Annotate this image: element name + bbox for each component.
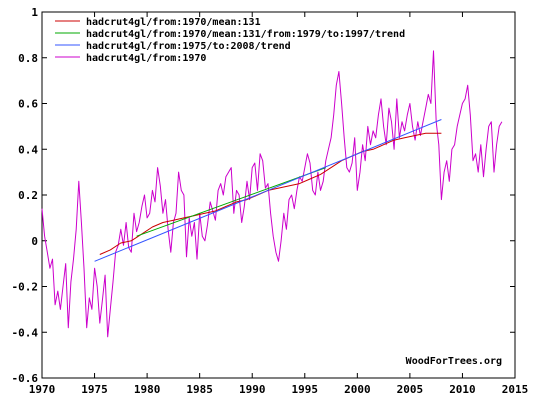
y-tick-label: -0.6 [12, 372, 39, 385]
series-line-2 [94, 119, 442, 262]
y-tick-label: 0.8 [18, 52, 38, 65]
series-line-0 [99, 132, 442, 255]
y-tick-label: 0.6 [18, 98, 38, 111]
y-tick-label: -0.2 [12, 281, 39, 294]
legend-label: hadcrut4gl/from:1975/to:2008/trend [86, 41, 291, 52]
x-tick-label: 2005 [397, 383, 424, 396]
x-tick-label: 1975 [81, 383, 108, 396]
y-tick-label: 0 [31, 235, 38, 248]
x-tick-label: 1990 [239, 383, 266, 396]
legend: hadcrut4gl/from:1970/mean:131hadcrut4gl/… [55, 17, 405, 64]
legend-label: hadcrut4gl/from:1970 [86, 53, 206, 64]
series-layer [41, 50, 503, 338]
x-tick-label: 1980 [134, 383, 161, 396]
x-tick-label: 2000 [344, 383, 371, 396]
series-line-3 [41, 50, 503, 338]
credit-label: WoodForTrees.org [406, 356, 502, 367]
axes: 1970 1975 1980 1985 1990 1995 2000 2005 2010 2015… [12, 6, 529, 396]
y-tick-label: 0.4 [18, 143, 38, 156]
legend-label: hadcrut4gl/from:1970/mean:131 [86, 17, 261, 28]
x-tick-label: 1985 [186, 383, 213, 396]
y-tick-label: -0.4 [12, 326, 39, 339]
y-tick-label: 0.2 [18, 189, 38, 202]
x-tick-label: 1995 [292, 383, 319, 396]
legend-label: hadcrut4gl/from:1970/mean:131/from:1979/… [86, 29, 405, 40]
plot-area-frame [41, 11, 516, 379]
x-tick-label: 2010 [449, 383, 476, 396]
series-line-1 [136, 167, 326, 237]
x-tick-label: 2015 [502, 383, 529, 396]
x-tick-label: 1970 [29, 383, 56, 396]
y-tick-label: 1 [31, 6, 38, 19]
